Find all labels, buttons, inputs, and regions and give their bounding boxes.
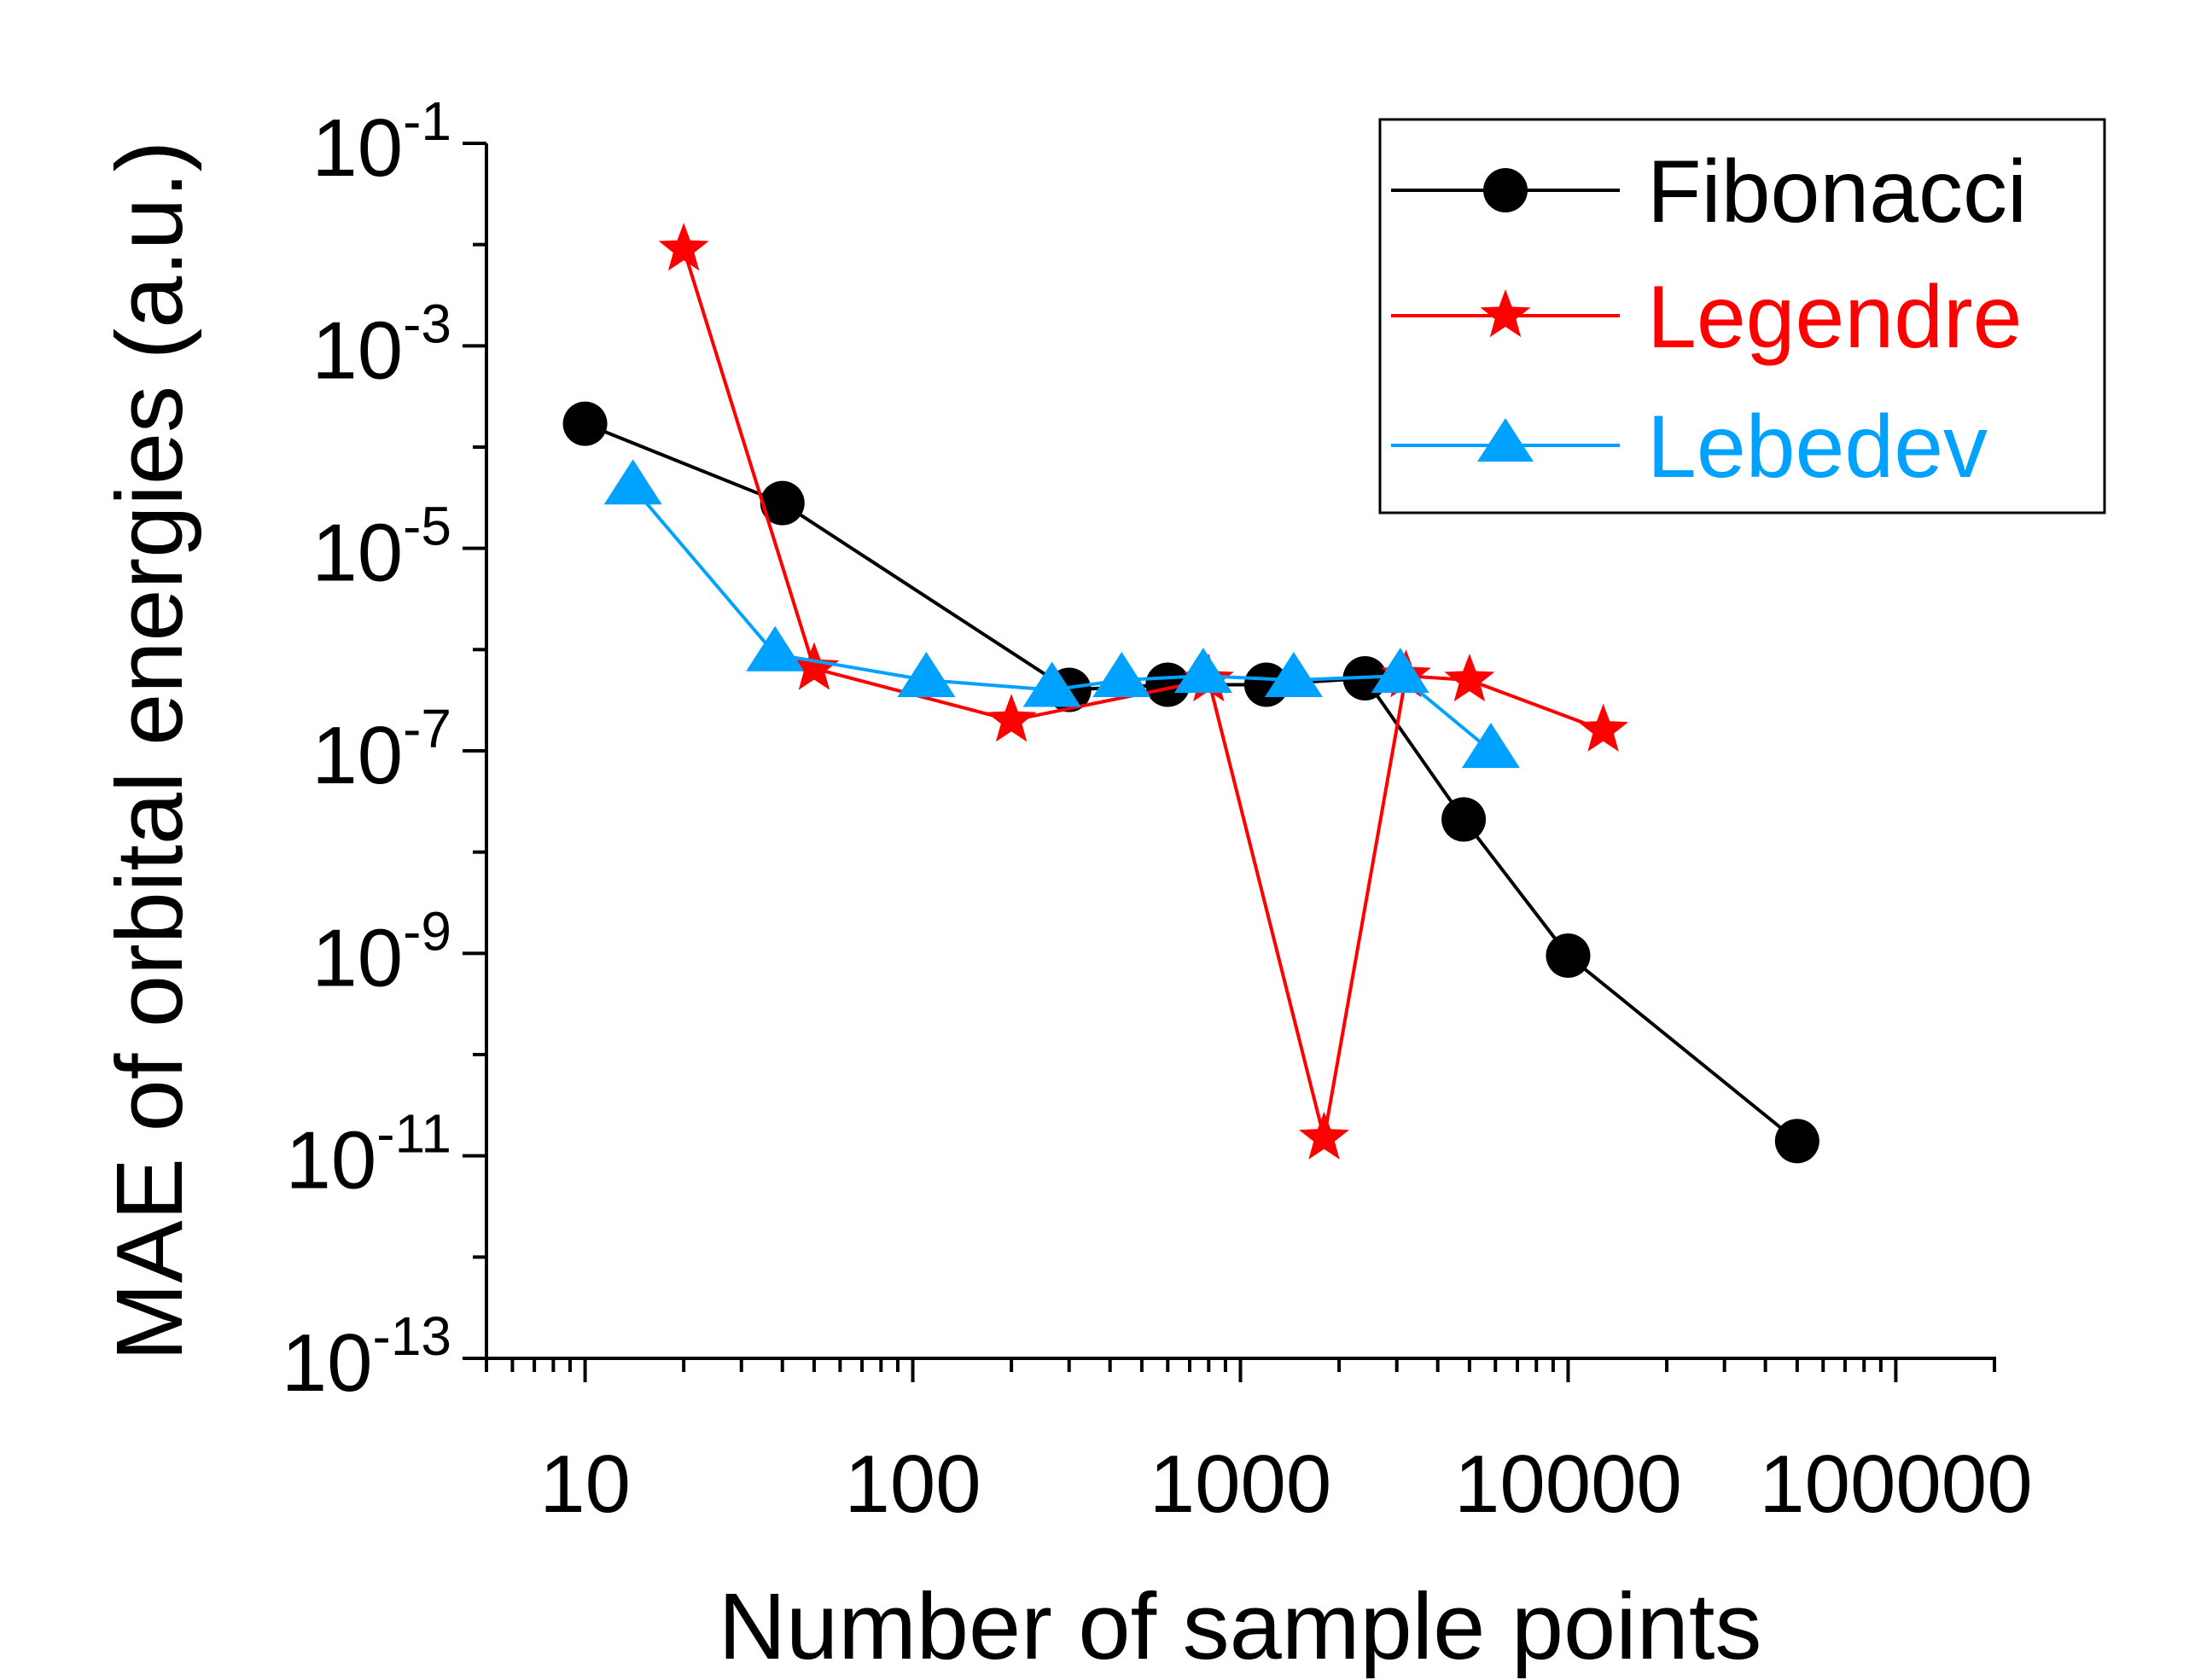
data-point-legendre — [1444, 654, 1495, 702]
data-point-legendre — [1299, 1111, 1349, 1160]
data-point-legendre — [986, 694, 1037, 742]
data-point-legendre — [1578, 703, 1629, 752]
data-point-fibonacci — [1441, 797, 1487, 842]
x-tick-label: 100000 — [1759, 1439, 2032, 1530]
legend-marker-circle — [1483, 168, 1528, 212]
x-tick-label: 1000 — [1150, 1439, 1332, 1530]
y-axis-title: MAE of orbital energies (a.u.) — [97, 141, 202, 1362]
x-axis-title: Number of sample points — [719, 1574, 1762, 1679]
x-tick-label: 10000 — [1454, 1439, 1682, 1530]
data-point-fibonacci — [1774, 1119, 1819, 1164]
y-tick-label: 10-3 — [311, 293, 451, 396]
data-point-lebedev — [603, 459, 662, 505]
y-tick-label: 10-7 — [311, 698, 451, 801]
series-lebedev — [603, 459, 1520, 768]
data-point-legendre — [658, 223, 709, 271]
x-tick-label: 100 — [844, 1439, 981, 1530]
y-tick-label: 10-13 — [282, 1305, 451, 1409]
legend-label-lebedev: Lebedev — [1647, 398, 1988, 497]
legend-item-fibonacci: Fibonacci — [1391, 142, 2027, 241]
series-layer — [562, 223, 1819, 1164]
legend-label-fibonacci: Fibonacci — [1647, 142, 2027, 241]
y-tick-label: 10-11 — [285, 1103, 451, 1206]
data-point-lebedev — [1371, 648, 1429, 694]
data-point-lebedev — [897, 652, 956, 698]
data-point-lebedev — [1264, 652, 1323, 698]
legend-marker-triangle — [1477, 418, 1534, 462]
legend-item-legendre: Legendre — [1391, 268, 2023, 367]
data-point-fibonacci — [760, 480, 805, 526]
data-point-legendre — [789, 642, 840, 690]
data-point-fibonacci — [1546, 933, 1591, 978]
ticks — [463, 142, 1996, 1382]
data-point-lebedev — [746, 625, 805, 671]
legend-marker-star — [1480, 289, 1531, 338]
data-point-lebedev — [1092, 652, 1151, 698]
data-point-lebedev — [1022, 661, 1081, 707]
legend-label-legendre: Legendre — [1647, 268, 2023, 367]
legend: Fibonacci Legendre Lebedev — [1378, 118, 2106, 514]
x-tick-label: 10 — [539, 1439, 631, 1530]
tick-labels: 10 100 1000 10000 100000 10-1 10-3 10-5 10-7 10-9… — [282, 90, 2033, 1530]
y-tick-label: 10-1 — [311, 90, 451, 194]
data-point-lebedev — [1173, 648, 1232, 694]
y-tick-label: 10-9 — [311, 900, 451, 1003]
y-tick-label: 10-5 — [311, 496, 451, 599]
data-point-fibonacci — [562, 401, 608, 446]
data-point-lebedev — [1461, 723, 1520, 768]
data-point-fibonacci — [1145, 662, 1191, 707]
legend-item-lebedev: Lebedev — [1391, 398, 1988, 497]
